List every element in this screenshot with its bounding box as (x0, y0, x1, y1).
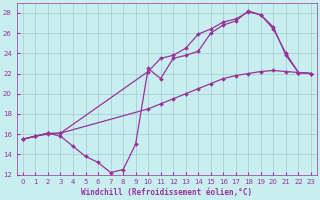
X-axis label: Windchill (Refroidissement éolien,°C): Windchill (Refroidissement éolien,°C) (81, 188, 252, 197)
